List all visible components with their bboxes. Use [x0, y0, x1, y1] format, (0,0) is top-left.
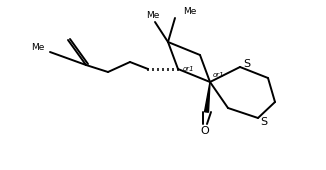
Text: S: S — [243, 59, 250, 69]
Text: Me: Me — [183, 7, 196, 16]
Polygon shape — [204, 82, 210, 112]
Text: O: O — [200, 126, 209, 136]
Text: or1: or1 — [183, 66, 195, 72]
Text: Me: Me — [146, 12, 160, 21]
Text: Me: Me — [31, 44, 44, 53]
Text: S: S — [260, 117, 267, 127]
Text: or1: or1 — [213, 72, 225, 78]
